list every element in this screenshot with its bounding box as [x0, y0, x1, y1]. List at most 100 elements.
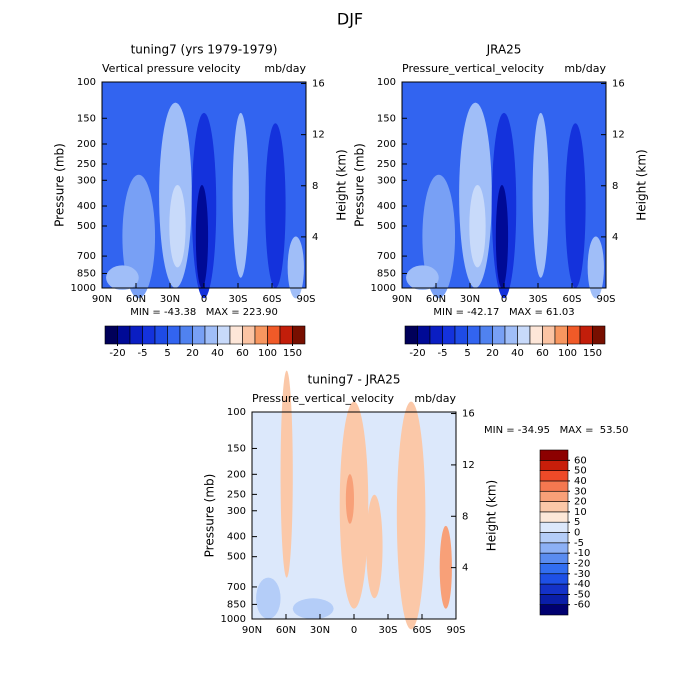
- field-region: [106, 265, 139, 291]
- y-tick-label: 100: [377, 77, 396, 88]
- contour-field: [402, 82, 606, 299]
- x-tick-label: 30S: [228, 294, 247, 305]
- colorbar-box: [179, 325, 193, 345]
- field-region: [366, 494, 383, 599]
- y2-tick-label: 16: [612, 79, 625, 90]
- field-region: [469, 185, 486, 268]
- y-tick-label: 300: [227, 506, 246, 517]
- y-tick-label: 700: [227, 582, 246, 593]
- colorbar-label: -10: [574, 548, 590, 559]
- colorbar-box: [539, 521, 569, 533]
- min-max-annotation: MIN = -34.95 MAX = 53.50: [484, 425, 628, 436]
- x-tick-label: 60N: [126, 294, 146, 305]
- x-tick-label: 30S: [378, 625, 397, 636]
- y2-tick-label: 16: [312, 79, 325, 90]
- x-tick-label: 90S: [596, 294, 615, 305]
- x-tick-label: 30N: [160, 294, 180, 305]
- panel-title: JRA25: [486, 43, 522, 57]
- panel-units: mb/day: [564, 62, 606, 75]
- x-tick-label: 90N: [392, 294, 412, 305]
- field-region: [495, 185, 509, 288]
- colorbar-box: [104, 325, 118, 345]
- colorbar-box: [539, 563, 569, 575]
- panel-units: mb/day: [264, 62, 306, 75]
- colorbar-box: [154, 325, 168, 345]
- x-tick-label: 60S: [412, 625, 431, 636]
- colorbar-box: [554, 325, 568, 345]
- colorbar-box: [192, 325, 206, 345]
- y-tick-label: 300: [377, 175, 396, 186]
- colorbar-label: 10: [574, 507, 587, 518]
- colorbar-box: [542, 325, 556, 345]
- colorbar-box: [579, 325, 593, 345]
- y2-tick-label: 4: [312, 232, 318, 243]
- colorbar-box: [539, 449, 569, 461]
- contour-field: [252, 370, 456, 630]
- colorbar-label: 5: [574, 517, 580, 528]
- field-region: [587, 236, 604, 299]
- y-tick-label: 850: [377, 268, 396, 279]
- x-tick-label: 0: [501, 294, 507, 305]
- colorbar-label: -20: [574, 558, 590, 569]
- y2-tick-label: 12: [462, 460, 475, 471]
- min-max-annotation: MIN = -43.38 MAX = 223.90: [130, 307, 278, 318]
- y-axis-label: Pressure (mb): [353, 143, 367, 227]
- colorbar-box: [254, 325, 268, 345]
- colorbar-label: 60: [236, 348, 249, 359]
- colorbar-label: 60: [536, 348, 549, 359]
- colorbar-label: -60: [574, 600, 590, 611]
- colorbar-label: 100: [558, 348, 577, 359]
- field-region: [292, 598, 334, 620]
- x-tick-label: 30S: [528, 294, 547, 305]
- colorbar-label: -40: [574, 579, 590, 590]
- colorbar-box: [539, 470, 569, 482]
- y2-tick-label: 4: [462, 563, 468, 574]
- y-tick-label: 500: [77, 221, 96, 232]
- min-max-annotation: MIN = -42.17 MAX = 61.03: [433, 307, 574, 318]
- colorbar-label: 50: [574, 466, 587, 477]
- colorbar-box: [442, 325, 456, 345]
- colorbar-label: 5: [164, 348, 170, 359]
- y2-tick-label: 8: [612, 181, 618, 192]
- y-tick-label: 700: [377, 251, 396, 262]
- y2-tick-label: 12: [312, 130, 325, 141]
- colorbar-label: 40: [211, 348, 224, 359]
- colorbar-label: 150: [283, 348, 302, 359]
- colorbar-box: [539, 594, 569, 605]
- y-tick-label: 100: [227, 407, 246, 418]
- field-region: [256, 577, 281, 619]
- x-tick-label: 30N: [460, 294, 480, 305]
- y-tick-label: 250: [227, 489, 246, 500]
- colorbar-box: [242, 325, 256, 345]
- y-tick-label: 850: [77, 268, 96, 279]
- colorbar-label: -20: [409, 348, 425, 359]
- colorbar-box: [529, 325, 543, 345]
- y-tick-label: 150: [77, 113, 96, 124]
- y-tick-label: 500: [377, 221, 396, 232]
- colorbar-box: [167, 325, 181, 345]
- colorbar-box: [204, 325, 218, 345]
- x-tick-label: 90N: [92, 294, 112, 305]
- field-region: [287, 236, 304, 299]
- y-tick-label: 300: [77, 175, 96, 186]
- colorbar-box: [517, 325, 531, 345]
- field-region: [169, 185, 186, 268]
- colorbar-label: 20: [486, 348, 499, 359]
- colorbar-box: [229, 325, 243, 345]
- colorbar-box: [417, 325, 431, 345]
- colorbar-box: [539, 511, 569, 523]
- y-tick-label: 200: [227, 469, 246, 480]
- colorbar-box: [539, 542, 569, 554]
- colorbar-label: -5: [574, 538, 584, 549]
- panel-subtitle: Pressure_vertical_velocity: [402, 62, 544, 75]
- field-region: [532, 112, 549, 278]
- field-region: [406, 265, 439, 291]
- colorbar-box: [429, 325, 443, 345]
- colorbar-box: [454, 325, 468, 345]
- colorbar-label: 0: [574, 528, 580, 539]
- colorbar-box: [117, 325, 131, 345]
- x-tick-label: 90S: [296, 294, 315, 305]
- colorbar-box: [479, 325, 493, 345]
- y-tick-label: 400: [227, 532, 246, 543]
